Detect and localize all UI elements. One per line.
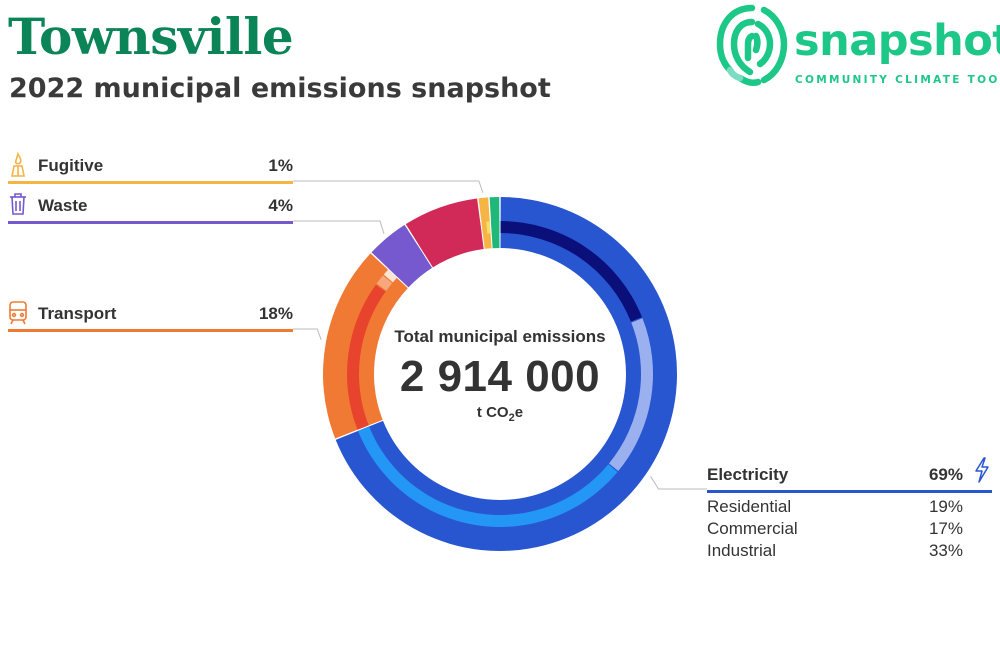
subsector-arc (486, 221, 491, 234)
total-unit: t CO2e (476, 404, 524, 424)
subsector-percent: 33% (928, 541, 963, 560)
legend-underline (8, 181, 293, 184)
subsector-arc (347, 284, 386, 430)
leader-line (293, 180, 484, 193)
total-label: Total municipal emissions (394, 327, 606, 346)
sector-ring (323, 197, 677, 552)
subsector-industrial: Industrial 33% (707, 541, 963, 563)
subsector-commercial: Commercial 17% (707, 519, 963, 541)
subsector-label: Commercial (707, 519, 798, 538)
subsector-arc (383, 269, 397, 283)
subsector-arc (491, 221, 500, 234)
sector-arc (323, 253, 408, 439)
trash-can-icon (10, 193, 26, 215)
snapshot-logo: snapshot COMMUNITY CLIMATE TOOL (712, 0, 1000, 90)
legend-percent: 1% (268, 156, 293, 175)
page-title: Townsville (8, 7, 294, 66)
subsector-arc (376, 275, 393, 291)
lightning-icon (975, 457, 989, 483)
subsector-residential: Residential 19% (707, 497, 963, 519)
subsector-arc (500, 221, 643, 322)
legend-waste: Waste 4% (8, 193, 293, 224)
fingerprint-logo-icon (716, 4, 788, 87)
legend-percent: 18% (258, 304, 293, 323)
train-icon (9, 301, 27, 325)
legend-label: Fugitive (38, 156, 104, 175)
subsector-arc (481, 221, 487, 235)
subsector-arc (388, 245, 424, 278)
logo-wordmark: snapshot (794, 16, 1000, 66)
page-subtitle: 2022 municipal emissions snapshot (9, 73, 551, 104)
subsector-arc (357, 426, 618, 527)
legend-percent: 69% (928, 465, 963, 484)
subsector-arc (418, 222, 482, 255)
total-value: 2 914 000 (399, 352, 601, 401)
legend-underline (8, 221, 293, 224)
legend-underline (8, 329, 293, 332)
leader-line (650, 476, 707, 490)
gas-flame-icon (11, 152, 25, 177)
subsector-label: Industrial (707, 541, 776, 560)
legend-label: Waste (38, 196, 88, 215)
leader-lines (293, 180, 707, 490)
subsector-percent: 17% (928, 519, 963, 538)
subsector-ring (347, 221, 653, 527)
logo-tagline: COMMUNITY CLIMATE TOOL (795, 74, 1000, 86)
legend-fugitive: Fugitive 1% (8, 152, 293, 184)
legend-label: Electricity (707, 465, 789, 484)
legend-label: Transport (38, 304, 117, 323)
subsector-percent: 19% (928, 497, 963, 516)
leader-line (293, 220, 385, 234)
subsector-label: Residential (707, 497, 792, 516)
legend-transport: Transport 18% (8, 301, 293, 332)
legend-underline (707, 490, 992, 493)
sector-arc (335, 197, 677, 552)
subsector-arc (609, 318, 653, 472)
legend-electricity: Electricity 69% (707, 457, 992, 493)
leader-line (293, 328, 322, 341)
legend-percent: 4% (268, 196, 293, 215)
sector-arc (371, 224, 433, 288)
